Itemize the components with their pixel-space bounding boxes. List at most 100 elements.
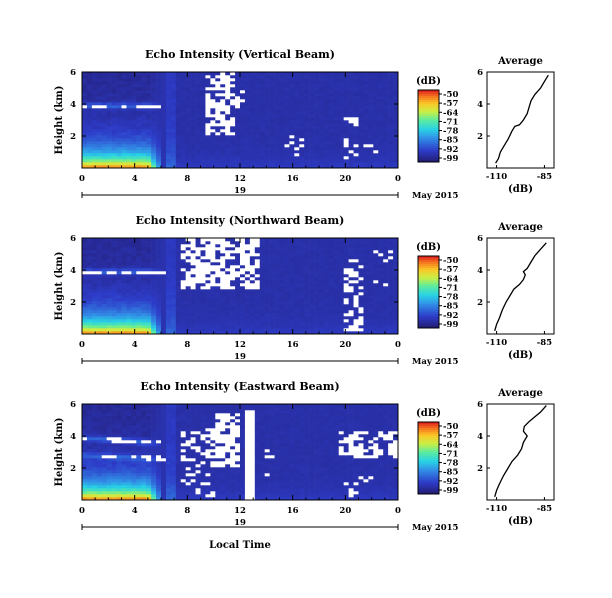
heatmap-cell xyxy=(161,286,167,290)
heatmap-cell xyxy=(388,301,394,305)
heatmap-cell xyxy=(82,78,88,82)
heatmap-cell xyxy=(388,271,394,275)
heatmap-cells xyxy=(82,404,399,501)
heatmap-cell xyxy=(131,298,137,302)
heatmap-cell xyxy=(323,253,330,257)
heatmap-cell xyxy=(259,144,265,148)
heatmap-cell xyxy=(338,274,344,278)
heatmap-cell xyxy=(249,325,256,329)
heatmap-cell xyxy=(215,129,221,133)
colorbar-step xyxy=(418,314,439,317)
heatmap-cell xyxy=(269,322,275,326)
heatmap-cell xyxy=(131,404,137,408)
heatmap-cell xyxy=(121,464,127,468)
heatmap-cell xyxy=(210,277,216,281)
heatmap-cell xyxy=(279,286,285,290)
heatmap-cell xyxy=(200,138,206,142)
heatmap-cell xyxy=(220,147,226,151)
heatmap-cell xyxy=(383,105,389,109)
heatmap-cell xyxy=(141,304,147,308)
heatmap-cell xyxy=(151,425,157,429)
heatmap-cell xyxy=(368,111,374,115)
heatmap-cell xyxy=(86,147,93,151)
heatmap-cell xyxy=(254,256,261,260)
heatmap-cell xyxy=(91,325,98,329)
heatmap-cell xyxy=(111,410,117,414)
heatmap-cell xyxy=(86,461,93,465)
heatmap-cell xyxy=(323,81,330,85)
heatmap-cell xyxy=(274,126,280,130)
heatmap-cell xyxy=(323,265,330,269)
heatmap-cell xyxy=(363,238,369,242)
heatmap-cell xyxy=(269,310,275,314)
heatmap-cell xyxy=(225,141,231,145)
heatmap-cell xyxy=(175,319,182,323)
heatmap-cell xyxy=(269,81,275,85)
heatmap-cell xyxy=(180,117,186,121)
heatmap-cell xyxy=(259,238,265,242)
heatmap-cell xyxy=(314,262,320,266)
heatmap-cell xyxy=(328,99,335,103)
heatmap-cell xyxy=(323,268,330,272)
heatmap-cell xyxy=(220,162,226,166)
heatmap-cell xyxy=(264,105,270,109)
heatmap-cell xyxy=(388,120,394,124)
heatmap-cell xyxy=(205,117,211,121)
heatmap-cell xyxy=(225,307,231,311)
heatmap-cell xyxy=(126,464,132,468)
heatmap-cell xyxy=(146,461,152,465)
heatmap-cell xyxy=(136,452,142,456)
heatmap-cell xyxy=(259,75,265,79)
heatmap-cell xyxy=(274,310,280,314)
heatmap-cell xyxy=(111,78,117,82)
heatmap-cell xyxy=(240,238,246,242)
heatmap-cell xyxy=(121,440,127,444)
heatmap-cell xyxy=(319,147,325,151)
heatmap-cell xyxy=(156,93,162,97)
heatmap-cell xyxy=(180,141,186,145)
heatmap-cell xyxy=(96,253,103,257)
heatmap-cell xyxy=(328,331,335,335)
heatmap-cell xyxy=(161,81,167,85)
heatmap-cell xyxy=(264,87,270,91)
heatmap-cell xyxy=(230,331,236,335)
heatmap-cell xyxy=(254,132,261,136)
heatmap-cell xyxy=(131,96,137,100)
heatmap-cell xyxy=(170,96,177,100)
heatmap-cell xyxy=(91,485,98,489)
heatmap-cell xyxy=(368,301,374,305)
heatmap-cell xyxy=(116,422,122,426)
heatmap-cell xyxy=(289,72,295,76)
heatmap-cell xyxy=(156,78,162,82)
heatmap-cell xyxy=(111,425,117,429)
heatmap-cell xyxy=(151,262,157,266)
heatmap-cell xyxy=(309,304,315,308)
heatmap-cell xyxy=(358,126,364,130)
profile-line xyxy=(495,74,549,164)
heatmap-cell xyxy=(348,105,354,109)
heatmap-cell xyxy=(279,247,285,251)
heatmap-cell xyxy=(215,319,221,323)
heatmap-cell xyxy=(254,241,261,245)
heatmap-cell xyxy=(274,165,280,169)
heatmap-cell xyxy=(220,141,226,145)
heatmap-cell xyxy=(111,141,117,145)
heatmap-cell xyxy=(210,328,216,332)
heatmap-cell xyxy=(151,464,157,468)
heatmap-cell xyxy=(358,286,364,290)
heatmap-cell xyxy=(220,93,226,97)
heatmap-cell xyxy=(289,256,295,260)
heatmap-cell xyxy=(136,488,142,492)
heatmap-cell xyxy=(200,108,206,112)
heatmap-cell xyxy=(116,108,122,112)
heatmap-cell xyxy=(309,325,315,329)
heatmap-cell xyxy=(388,156,394,160)
colorbar-step xyxy=(418,312,439,315)
heatmap-cell xyxy=(215,105,221,109)
heatmap-cell xyxy=(259,322,265,326)
heatmap-cell xyxy=(244,238,251,242)
heatmap-cell xyxy=(259,277,265,281)
heatmap-cell xyxy=(185,87,191,91)
heatmap-cell xyxy=(170,117,177,121)
